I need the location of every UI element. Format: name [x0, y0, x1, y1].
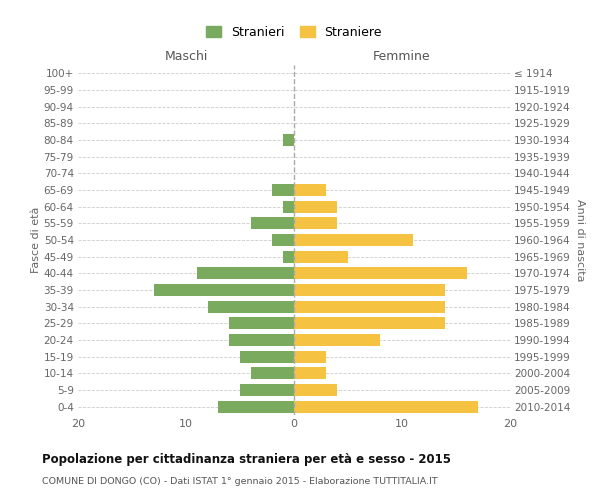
Bar [240, 350, 294, 362]
Bar [272, 184, 294, 196]
Bar [240, 384, 294, 396]
Bar [294, 368, 326, 380]
Bar [197, 268, 294, 280]
Bar [294, 318, 445, 330]
Bar [294, 284, 445, 296]
Bar [283, 134, 294, 146]
Bar [294, 350, 326, 362]
Bar [229, 318, 294, 330]
Bar [283, 200, 294, 212]
Bar [294, 334, 380, 346]
Bar [294, 250, 348, 262]
Bar [294, 218, 337, 230]
Bar [294, 384, 337, 396]
Bar [294, 234, 413, 246]
Bar [251, 368, 294, 380]
Bar [272, 234, 294, 246]
Y-axis label: Fasce di età: Fasce di età [31, 207, 41, 273]
Bar [294, 200, 337, 212]
Y-axis label: Anni di nascita: Anni di nascita [575, 198, 585, 281]
Bar [283, 250, 294, 262]
Text: Popolazione per cittadinanza straniera per età e sesso - 2015: Popolazione per cittadinanza straniera p… [42, 452, 451, 466]
Bar [154, 284, 294, 296]
Bar [294, 268, 467, 280]
Text: Maschi: Maschi [164, 50, 208, 62]
Text: COMUNE DI DONGO (CO) - Dati ISTAT 1° gennaio 2015 - Elaborazione TUTTITALIA.IT: COMUNE DI DONGO (CO) - Dati ISTAT 1° gen… [42, 478, 437, 486]
Bar [294, 300, 445, 312]
Bar [208, 300, 294, 312]
Bar [294, 184, 326, 196]
Bar [229, 334, 294, 346]
Bar [251, 218, 294, 230]
Legend: Stranieri, Straniere: Stranieri, Straniere [206, 26, 382, 39]
Bar [294, 400, 478, 412]
Bar [218, 400, 294, 412]
Text: Femmine: Femmine [373, 50, 431, 62]
